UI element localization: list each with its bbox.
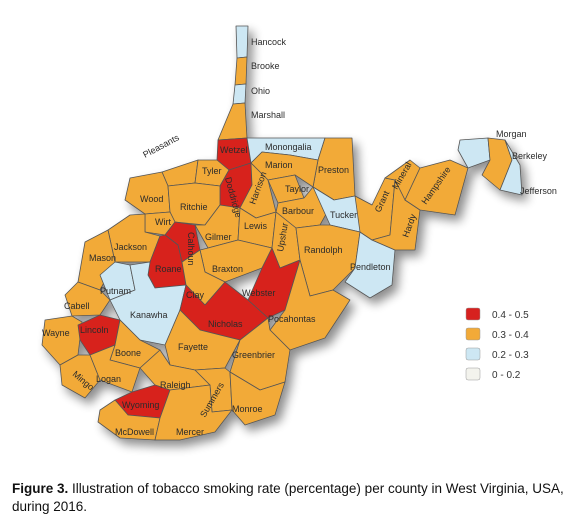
county-shape — [124, 171, 171, 215]
legend-label: 0.3 - 0.4 — [492, 330, 529, 341]
county-label-calhoun: Calhoun — [186, 232, 196, 266]
county-label-greenbrier: Greenbrier — [232, 350, 275, 360]
county-shape — [161, 159, 199, 187]
county-shape — [229, 371, 286, 426]
county-label-wetzel: Wetzel — [220, 145, 247, 155]
legend-swatch — [465, 307, 481, 321]
legend-label: 0.2 - 0.3 — [492, 350, 529, 361]
county-label-jackson: Jackson — [114, 242, 147, 252]
county-label-ritchie: Ritchie — [180, 202, 208, 212]
county-shape — [499, 139, 523, 196]
county-shape — [107, 213, 161, 263]
legend-label: 0.4 - 0.5 — [492, 310, 529, 321]
figure-caption: Figure 3. Illustration of tobacco smokin… — [12, 480, 564, 516]
legend-swatch — [465, 327, 481, 341]
county-label-wirt: Wirt — [155, 217, 171, 227]
county-label-pendleton: Pendleton — [350, 262, 391, 272]
county-label-boone: Boone — [115, 348, 141, 358]
county-label-tucker: Tucker — [330, 210, 357, 220]
county-label-nicholas: Nicholas — [208, 319, 243, 329]
county-shape — [234, 56, 248, 86]
county-label-brooke: Brooke — [251, 61, 280, 71]
county-label-jefferson: Jefferson — [520, 186, 557, 196]
county-label-cabell: Cabell — [64, 301, 90, 311]
county-label-raleigh: Raleigh — [160, 380, 191, 390]
county-label-mcdowell: McDowell — [115, 427, 154, 437]
county-label-preston: Preston — [318, 165, 349, 175]
figure-caption-text: Illustration of tobacco smoking rate (pe… — [12, 481, 564, 514]
county-label-gilmer: Gilmer — [205, 232, 232, 242]
county-label-logan: Logan — [96, 374, 121, 384]
county-label-roane: Roane — [155, 264, 182, 274]
county-label-mason: Mason — [89, 253, 116, 263]
county-label-wyoming: Wyoming — [122, 400, 159, 410]
county-label-monroe: Monroe — [232, 404, 263, 414]
county-label-lincoln: Lincoln — [80, 325, 109, 335]
county-label-lewis: Lewis — [244, 221, 268, 231]
county-label-morgan: Morgan — [496, 129, 527, 139]
county-label-braxton: Braxton — [212, 264, 243, 274]
legend-label: 0 - 0.2 — [492, 370, 521, 381]
county-label-monongalia: Monongalia — [265, 142, 312, 152]
county-label-pleasants: Pleasants — [141, 132, 181, 160]
county-label-marshall: Marshall — [251, 110, 285, 120]
county-label-berkeley: Berkeley — [512, 151, 548, 161]
county-label-wayne: Wayne — [42, 328, 70, 338]
county-shape — [371, 179, 421, 251]
county-shape — [235, 25, 249, 59]
county-label-taylor: Taylor — [285, 184, 309, 194]
legend-swatch — [465, 347, 481, 361]
county-label-marion: Marion — [265, 160, 293, 170]
county-label-kanawha: Kanawha — [130, 310, 168, 320]
county-label-tyler: Tyler — [202, 166, 222, 176]
legend-swatch — [465, 367, 481, 381]
county-label-randolph: Randolph — [304, 245, 343, 255]
county-shape — [217, 102, 248, 141]
county-label-putnam: Putnam — [100, 286, 131, 296]
county-shape — [154, 384, 233, 441]
county-label-upshur: Upshur — [275, 222, 290, 252]
county-label-webster: Webster — [242, 288, 275, 298]
county-shape — [457, 137, 491, 169]
county-label-mercer: Mercer — [176, 427, 204, 437]
county-label-clay: Clay — [186, 290, 205, 300]
figure-label: Figure 3. — [12, 481, 69, 496]
county-label-wood: Wood — [140, 194, 163, 204]
county-label-pocahontas: Pocahontas — [268, 314, 316, 324]
county-label-hancock: Hancock — [251, 37, 287, 47]
county-shape — [232, 83, 247, 105]
map-legend: 0.4 - 0.5 0.3 - 0.4 0.2 - 0.3 0 - 0.2 — [465, 307, 529, 381]
county-label-fayette: Fayette — [178, 342, 208, 352]
west-virginia-county-map: Hancock Brooke Ohio Marshall Wetzel Mono… — [41, 25, 557, 441]
county-label-ohio: Ohio — [251, 86, 270, 96]
county-label-barbour: Barbour — [282, 206, 314, 216]
